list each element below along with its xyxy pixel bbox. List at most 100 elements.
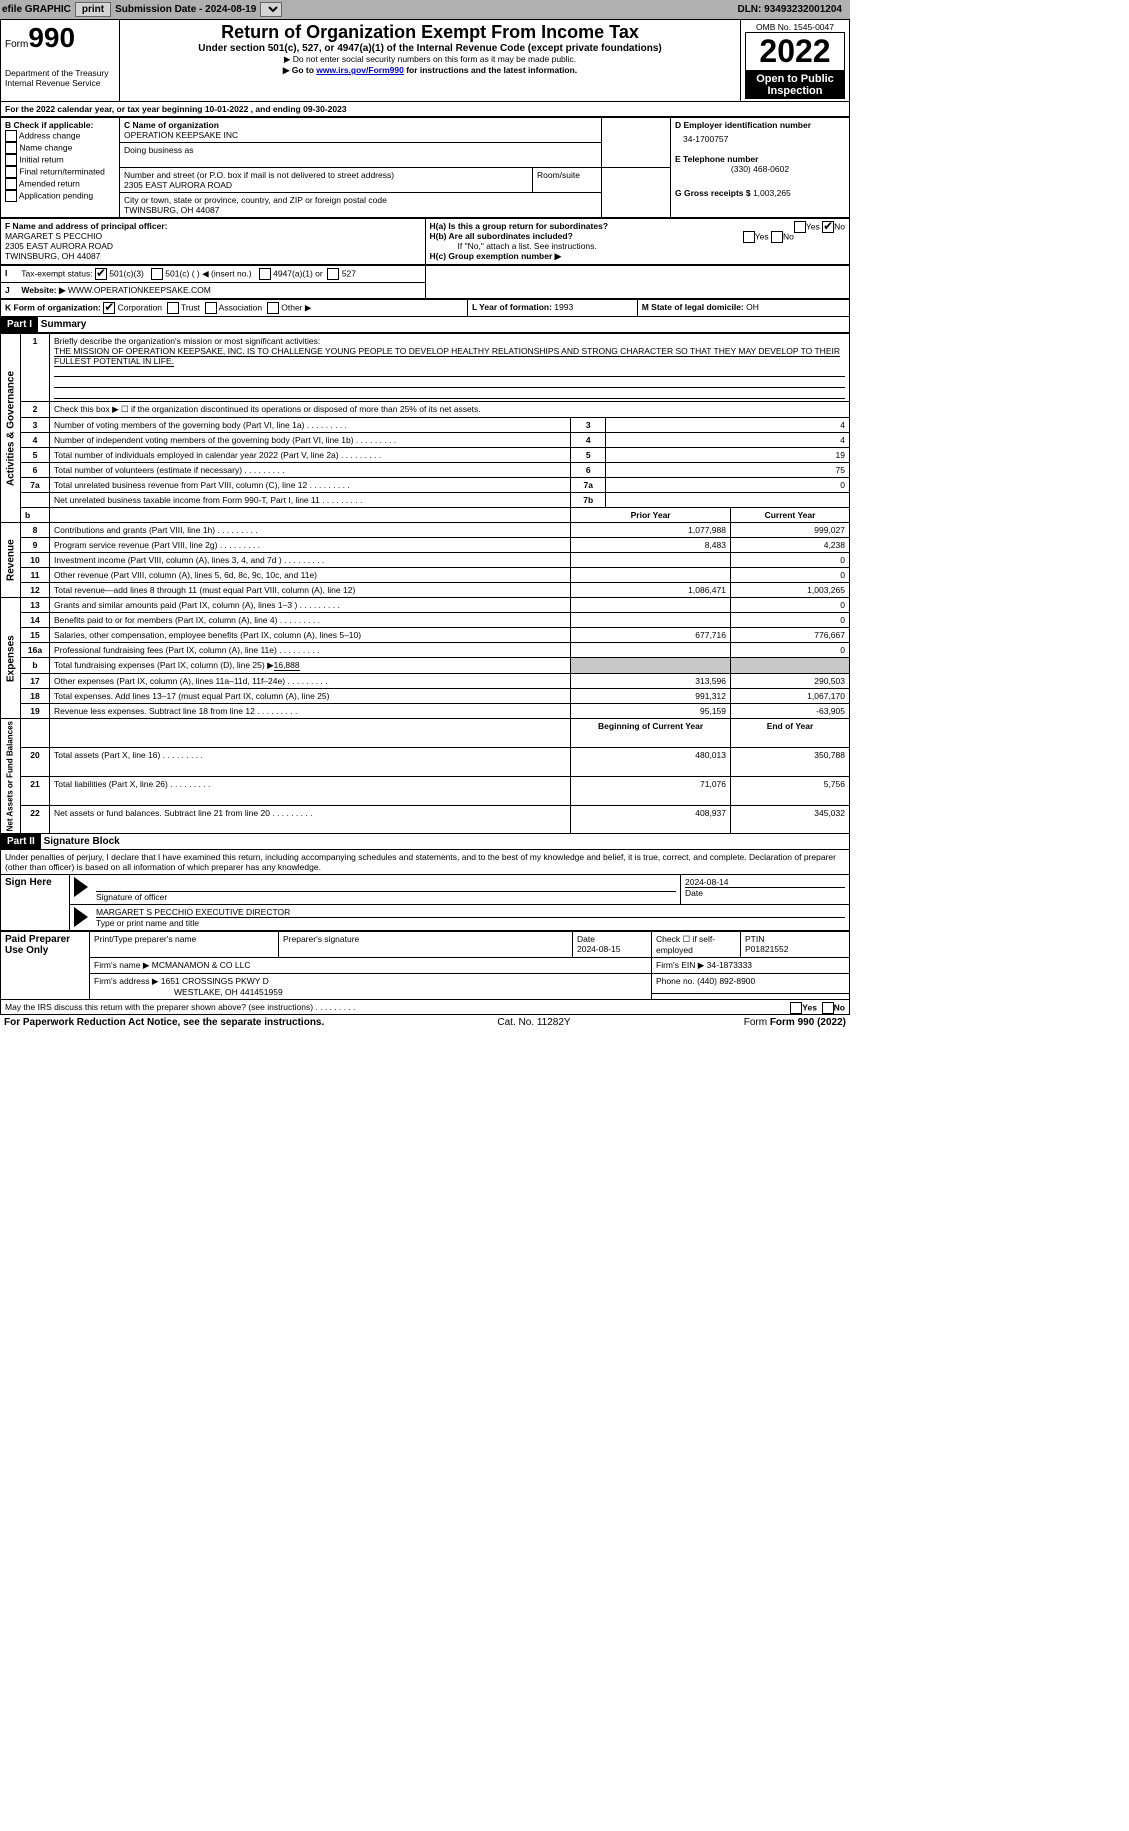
row-7b: Net unrelated business taxable income fr…: [1, 493, 850, 508]
dba-label: Doing business as: [124, 145, 193, 155]
c-label: C Name of organization: [124, 120, 219, 130]
cb-501c[interactable]: [151, 268, 163, 280]
checkbox-name[interactable]: [5, 142, 17, 154]
b-initial: Initial return: [5, 154, 115, 166]
b-final: Final return/terminated: [5, 166, 115, 178]
m-value: OH: [746, 302, 759, 312]
dln-label: DLN: 93493232001204: [737, 4, 848, 15]
discuss-yes[interactable]: [790, 1002, 802, 1014]
ha-yes[interactable]: [794, 221, 806, 233]
paperwork-notice: For Paperwork Reduction Act Notice, see …: [4, 1017, 324, 1028]
b-label: B Check if applicable:: [5, 120, 115, 130]
paid-prep-label: Paid Preparer Use Only: [1, 932, 90, 1000]
form-subtitle: Under section 501(c), 527, or 4947(a)(1)…: [124, 43, 736, 54]
submission-date: Submission Date - 2024-08-19: [115, 4, 256, 15]
street-value: 2305 EAST AURORA ROAD: [124, 180, 232, 190]
checkbox-addr[interactable]: [5, 130, 17, 142]
firm-name: MCMANAMON & CO LLC: [152, 960, 251, 970]
firm-ein: 34-1873333: [707, 960, 752, 970]
l-value: 1993: [554, 302, 573, 312]
room-label: Room/suite: [537, 170, 580, 180]
line1-label: Briefly describe the organization's miss…: [54, 336, 320, 346]
status-table: I Tax-exempt status: 501(c)(3) 501(c) ( …: [0, 265, 850, 299]
cb-other[interactable]: [267, 302, 279, 314]
perjury-text: Under penalties of perjury, I declare th…: [0, 850, 850, 874]
discuss-row: May the IRS discuss this return with the…: [0, 1000, 850, 1015]
checkbox-final[interactable]: [5, 166, 17, 178]
hb-yes[interactable]: [743, 231, 755, 243]
form-number: 990: [28, 22, 75, 53]
revenue-label: Revenue: [1, 523, 21, 598]
header-table: Form990 Department of the Treasury Inter…: [0, 19, 850, 102]
cb-4947[interactable]: [259, 268, 271, 280]
part1-title: Summary: [41, 319, 87, 330]
note-goto: ▶ Go to www.irs.gov/Form990 for instruct…: [124, 65, 736, 76]
i-label: Tax-exempt status:: [21, 268, 92, 278]
part2-header-row: Part II Signature Block: [0, 834, 850, 850]
ha-no[interactable]: [822, 221, 834, 233]
sign-table: Sign Here Signature of officer 2024-08-1…: [0, 874, 850, 931]
type-name-label: Type or print name and title: [96, 918, 199, 928]
street-label: Number and street (or P.O. box if mail i…: [124, 170, 394, 180]
cb-trust[interactable]: [167, 302, 179, 314]
hb-row: H(b) Are all subordinates included? Yes …: [430, 231, 846, 241]
part1-header-row: Part I Summary: [0, 317, 850, 333]
sign-here: Sign Here: [1, 875, 70, 931]
date-label: Date: [685, 888, 703, 898]
officer-street: 2305 EAST AURORA ROAD: [5, 241, 113, 251]
firm-addr2: WESTLAKE, OH 441451959: [94, 987, 283, 997]
print-button[interactable]: print: [75, 2, 111, 17]
pointer-icon-2: [74, 907, 88, 927]
firm-addr1: 1651 CROSSINGS PKWY D: [161, 976, 269, 986]
f-label: F Name and address of principal officer:: [5, 221, 167, 231]
gross-receipts: 1,003,265: [753, 188, 791, 198]
checkbox-amended[interactable]: [5, 178, 17, 190]
part2-title: Signature Block: [44, 836, 120, 847]
open-inspection: Open to Public Inspection: [745, 71, 845, 99]
hc-label: H(c) Group exemption number ▶: [430, 251, 846, 262]
mission-text: THE MISSION OF OPERATION KEEPSAKE, INC. …: [54, 346, 840, 367]
part1-table: Activities & Governance 1 Briefly descri…: [0, 333, 850, 834]
checkbox-initial[interactable]: [5, 154, 17, 166]
checkbox-pending[interactable]: [5, 190, 17, 202]
toolbar-dropdown[interactable]: [260, 2, 282, 17]
org-name: OPERATION KEEPSAKE INC: [124, 130, 238, 140]
officer-name: MARGARET S PECCHIO: [5, 231, 102, 241]
firm-phone: (440) 892-8900: [697, 976, 755, 986]
row-5: 5 Total number of individuals employed i…: [1, 448, 850, 463]
officer-printed: MARGARET S PECCHIO EXECUTIVE DIRECTOR: [96, 907, 845, 918]
row-6: 6 Total number of volunteers (estimate i…: [1, 463, 850, 478]
org-info-table: B Check if applicable: Address change Na…: [0, 117, 850, 218]
cb-527[interactable]: [327, 268, 339, 280]
hb-no[interactable]: [771, 231, 783, 243]
ha-row: H(a) Is this a group return for subordin…: [430, 221, 846, 231]
cb-501c3[interactable]: [95, 268, 107, 280]
efile-label: efile GRAPHIC: [2, 4, 71, 15]
dept-label: Department of the Treasury: [5, 68, 115, 78]
form-title: Return of Organization Exempt From Incom…: [124, 22, 736, 43]
toolbar: efile GRAPHIC print Submission Date - 20…: [0, 0, 850, 19]
row-4: 4 Number of independent voting members o…: [1, 433, 850, 448]
irs-link[interactable]: www.irs.gov/Form990: [316, 65, 404, 75]
sig-officer-label: Signature of officer: [96, 892, 167, 902]
netassets-label: Net Assets or Fund Balances: [1, 719, 21, 834]
line16b-value: 16,888: [274, 660, 300, 671]
phone-value: (330) 468-0602: [675, 164, 845, 174]
cat-no: Cat. No. 11282Y: [497, 1017, 570, 1028]
omb-number: OMB No. 1545-0047: [745, 22, 845, 32]
officer-table: F Name and address of principal officer:…: [0, 218, 850, 265]
cb-corp[interactable]: [103, 302, 115, 314]
b-name-change: Name change: [5, 142, 115, 154]
cb-assoc[interactable]: [205, 302, 217, 314]
activities-label: Activities & Governance: [1, 334, 21, 523]
discuss-no[interactable]: [822, 1002, 834, 1014]
sig-date: 2024-08-14: [685, 877, 845, 888]
row-3: 3 Number of voting members of the govern…: [1, 418, 850, 433]
city-value: TWINSBURG, OH 44087: [124, 205, 219, 215]
j-label: Website: ▶: [21, 285, 65, 295]
line-a: For the 2022 calendar year, or tax year …: [0, 102, 850, 117]
note-ssn: ▶ Do not enter social security numbers o…: [124, 54, 736, 65]
line16b-label: Total fundraising expenses (Part IX, col…: [54, 660, 274, 670]
l-label: L Year of formation:: [472, 302, 554, 312]
line2: Check this box ▶ ☐ if the organization d…: [50, 402, 850, 418]
